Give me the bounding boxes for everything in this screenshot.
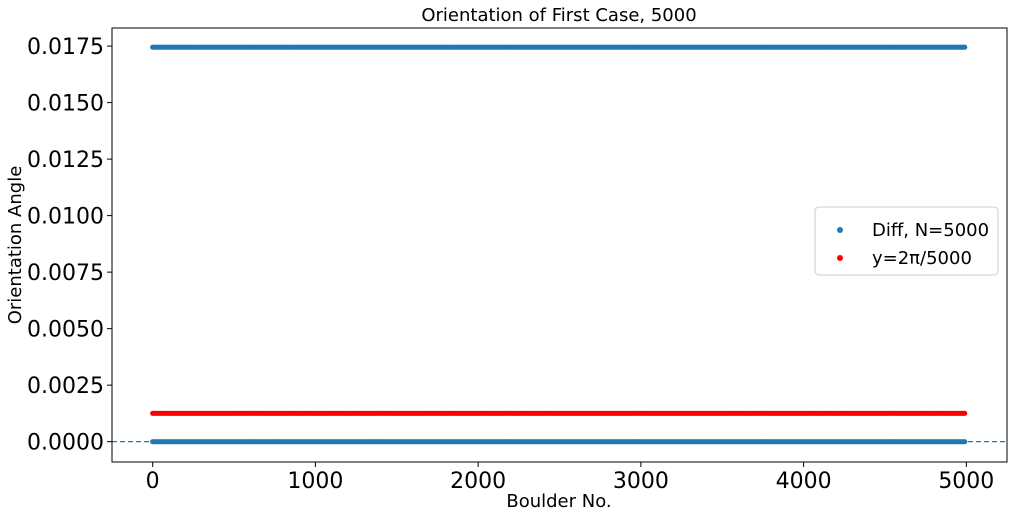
- chart-title: Orientation of First Case, 5000: [421, 5, 696, 26]
- y-tick-label: 0.0000: [27, 431, 104, 456]
- series-0: [150, 44, 968, 445]
- x-tick-label: 4000: [776, 469, 832, 494]
- y-tick-label: 0.0025: [27, 374, 104, 399]
- x-tick-label: 5000: [938, 469, 994, 494]
- x-tick-label: 0: [146, 469, 160, 494]
- legend: Diff, N=5000 y=2π/5000: [814, 206, 999, 276]
- y-axis-label: Orientation Angle: [5, 166, 26, 325]
- legend-label-ref: y=2π/5000: [872, 248, 972, 269]
- series-1: [150, 410, 968, 416]
- x-tick-label: 1000: [287, 469, 343, 494]
- legend-marker-ref: [837, 255, 843, 261]
- data-point: [962, 44, 968, 50]
- y-tick-label: 0.0050: [27, 318, 104, 343]
- legend-label-diff: Diff, N=5000: [872, 220, 989, 241]
- plot-frame: [111, 27, 1008, 463]
- legend-box: [814, 206, 999, 276]
- y-tick-label: 0.0100: [27, 205, 104, 230]
- data-point: [962, 410, 968, 416]
- y-tick-label: 0.0150: [27, 92, 104, 117]
- y-ticks: 0.0000 0.0025 0.0050 0.0075 0.0100 0.0125 0.01…: [27, 35, 112, 456]
- y-tick-label: 0.0175: [27, 35, 104, 60]
- legend-marker-diff: [837, 227, 843, 233]
- x-tick-label: 3000: [613, 469, 669, 494]
- x-tick-label: 2000: [450, 469, 506, 494]
- x-axis-label: Boulder No.: [506, 491, 611, 512]
- y-tick-label: 0.0125: [27, 148, 104, 173]
- points-layer: [150, 44, 968, 445]
- x-ticks: 0 1000 2000 3000 4000 5000: [146, 462, 994, 494]
- y-tick-label: 0.0075: [27, 261, 104, 286]
